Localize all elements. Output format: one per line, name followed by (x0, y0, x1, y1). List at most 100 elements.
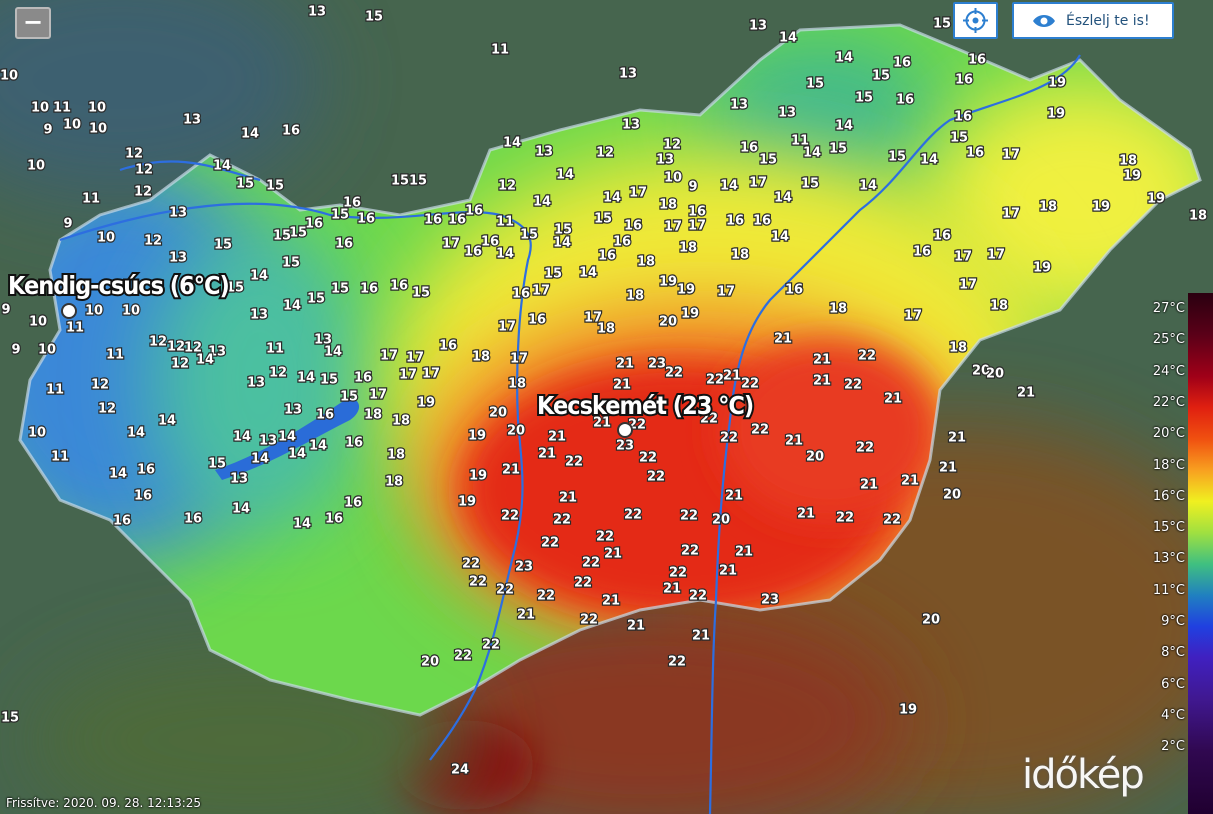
temperature-reading: 19 (677, 283, 695, 298)
temperature-reading: 16 (390, 279, 408, 294)
temperature-reading: 18 (392, 414, 410, 429)
temperature-reading: 20 (943, 488, 961, 503)
temperature-reading: 23 (761, 593, 779, 608)
temperature-reading: 14 (309, 439, 327, 454)
legend-label: 22°C (1152, 394, 1185, 410)
temperature-reading: 16 (740, 141, 758, 156)
temperature-reading: 22 (669, 566, 687, 581)
temperature-reading: 17 (664, 220, 682, 235)
lake-balaton (215, 399, 360, 480)
temperature-reading: 16 (688, 205, 706, 220)
temperature-reading: 22 (720, 431, 738, 446)
highlight-points: Kendig-csúcs (6°C) Kecskemét (23 °C) (6, 269, 756, 438)
temperature-reading: 21 (884, 392, 902, 407)
legend-label: 9°C (1161, 614, 1185, 629)
temperature-reading: 17 (904, 309, 922, 324)
temperature-reading: 14 (109, 467, 127, 482)
temperature-reading: 16 (316, 408, 334, 423)
temperature-reading: 20 (421, 655, 439, 670)
temperature-reading: 16 (335, 237, 353, 252)
temperature-reading: 22 (741, 377, 759, 392)
temperature-reading: 13 (535, 145, 553, 160)
temperature-reading: 14 (324, 345, 342, 360)
temperature-reading: 15 (801, 177, 819, 192)
temperature-reading: 15 (226, 281, 244, 296)
temperature-reading: 17 (717, 285, 735, 300)
temperature-reading: 21 (719, 564, 737, 579)
temperature-reading: 11 (66, 321, 84, 336)
temperature-reading: 14 (233, 430, 251, 445)
temperature-reading: 15 (282, 256, 300, 271)
temperature-reading: 13 (284, 403, 302, 418)
temperature-reading: 12 (134, 185, 152, 200)
temperature-reading: 13 (183, 113, 201, 128)
temperature-reading: 14 (127, 426, 145, 441)
highlight-label: Kecskemét (23 °C) (537, 391, 753, 420)
temperature-reading: 10 (122, 304, 140, 319)
temperature-reading: 14 (213, 159, 231, 174)
temperature-reading: 14 (232, 502, 250, 517)
temperature-reading: 15 (289, 226, 307, 241)
temperature-reading: 16 (325, 512, 343, 527)
temperature-reading: 11 (496, 215, 514, 230)
logo: időkép (1022, 752, 1145, 798)
temperature-reading: 16 (512, 287, 530, 302)
temperature-reading: 22 (706, 373, 724, 388)
temperature-reading: 24 (451, 763, 469, 778)
temperature-reading: 15 (933, 17, 951, 32)
temperature-reading: 14 (288, 447, 306, 462)
legend-label: 6°C (1161, 676, 1185, 692)
legend-label: 2°C (1161, 739, 1185, 755)
temperature-reading: 21 (735, 545, 753, 560)
temperature-reading: 16 (913, 245, 931, 260)
zoom-out-button[interactable]: − (15, 7, 51, 39)
temperature-reading: 14 (720, 179, 738, 194)
temperature-reading: 14 (920, 153, 938, 168)
temperature-reading: 15 (365, 10, 383, 25)
temperature-reading: 14 (283, 299, 301, 314)
temperature-reading: 22 (858, 349, 876, 364)
temperature-reading: 15 (208, 457, 226, 472)
temperature-reading: 9 (688, 180, 697, 195)
temperature-reading: 13 (308, 5, 326, 20)
temperature-reading: 14 (293, 517, 311, 532)
temperature-reading: 21 (785, 434, 803, 449)
temperature-reading: 9 (63, 217, 72, 232)
temperature-reading: 21 (813, 353, 831, 368)
temperature-reading: 22 (580, 613, 598, 628)
temperature-reading: 16 (343, 196, 361, 211)
observe-button[interactable]: Észlelj te is! (1012, 2, 1174, 39)
temperature-reading: 11 (266, 342, 284, 357)
temperature-reading: 16 (134, 489, 152, 504)
temperature-reading: 11 (491, 43, 509, 58)
temperature-reading: 10 (97, 231, 115, 246)
temperature-reading: 18 (659, 198, 677, 213)
temperature-reading: 10 (0, 69, 18, 84)
temperature-reading: 16 (528, 313, 546, 328)
locate-button[interactable] (953, 2, 998, 39)
temperature-reading: 16 (753, 214, 771, 229)
temperature-reading: 19 (1092, 200, 1110, 215)
temperature-reading: 13 (749, 19, 767, 34)
temperature-reading: 18 (597, 322, 615, 337)
temperature-reading: 16 (785, 283, 803, 298)
temperature-reading: 14 (835, 119, 853, 134)
temperature-reading: 14 (556, 168, 574, 183)
temperature-reading: 22 (462, 557, 480, 572)
temperature-reading: 14 (533, 195, 551, 210)
temperature-reading: 15 (273, 229, 291, 244)
temperature-reading: 12 (91, 378, 109, 393)
temperature-reading: 20 (712, 513, 730, 528)
temperature-reading: 21 (602, 594, 620, 609)
temperature-reading: 16 (726, 214, 744, 229)
temperature-reading: 20 (507, 424, 525, 439)
locate-icon (963, 8, 988, 33)
updated-time: Frissítve: 2020. 09. 28. 12:13:25 (6, 796, 202, 810)
temperature-reading: 19 (681, 307, 699, 322)
temperature-reading: 18 (364, 408, 382, 423)
temperature-reading: 13 (622, 118, 640, 133)
temperature-reading: 15 (759, 153, 777, 168)
temperature-reading: 16 (354, 371, 372, 386)
temperature-reading: 14 (553, 236, 571, 251)
